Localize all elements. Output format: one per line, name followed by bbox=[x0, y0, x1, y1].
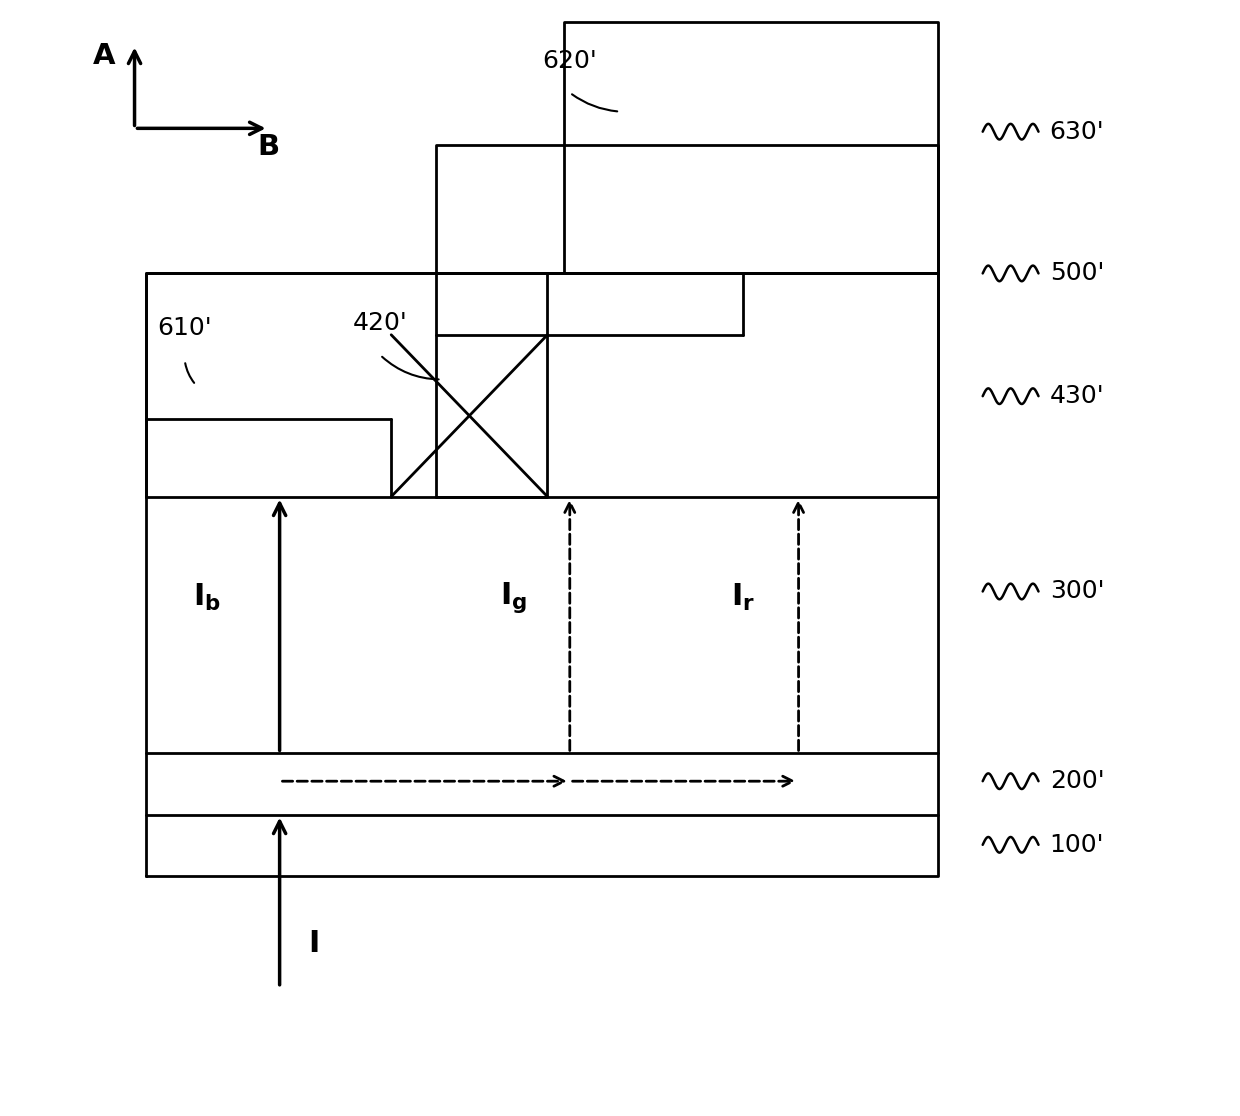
Text: 430': 430' bbox=[1049, 384, 1105, 408]
Text: 630': 630' bbox=[1049, 119, 1105, 144]
Text: B: B bbox=[258, 133, 279, 162]
Text: 200': 200' bbox=[1049, 769, 1105, 793]
Text: $\mathbf{I}$: $\mathbf{I}$ bbox=[308, 929, 319, 958]
Text: $\mathbf{I_r}$: $\mathbf{I_r}$ bbox=[730, 581, 755, 613]
Text: 100': 100' bbox=[1049, 833, 1104, 857]
Text: $\mathbf{I_b}$: $\mathbf{I_b}$ bbox=[193, 581, 221, 613]
Text: $\mathbf{I_g}$: $\mathbf{I_g}$ bbox=[501, 579, 527, 615]
Text: 610': 610' bbox=[157, 316, 212, 340]
Text: 300': 300' bbox=[1049, 579, 1104, 604]
Text: A: A bbox=[93, 41, 115, 70]
Text: 620': 620' bbox=[542, 48, 598, 73]
Text: 420': 420' bbox=[352, 310, 408, 335]
Text: 500': 500' bbox=[1049, 261, 1104, 286]
